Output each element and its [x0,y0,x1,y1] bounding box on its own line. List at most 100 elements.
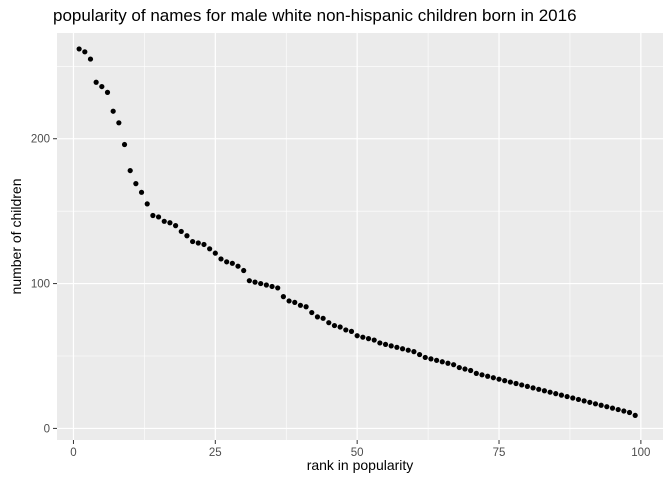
x-tick-label: 25 [209,447,222,459]
y-axis: 0 100 200 [31,134,57,435]
grid-major-lines [57,33,663,440]
y-tick-label: 200 [31,134,50,146]
data-point [553,391,559,397]
data-point [337,324,343,330]
x-tick-label: 75 [493,447,506,459]
data-point [172,223,179,229]
data-point [303,304,309,310]
data-point [167,220,173,226]
data-point [575,396,582,403]
data-point [235,263,241,269]
data-point [377,340,383,346]
data-point [422,354,428,361]
data-point [207,246,213,252]
data-point [201,241,207,248]
y-axis-label: number of children [8,179,24,295]
data-point [519,382,525,388]
data-point [82,49,88,55]
data-point [121,141,128,148]
data-point [184,233,190,239]
data-point [269,283,275,290]
data-point [609,405,616,411]
chart-title: popularity of names for male white non-h… [53,6,577,25]
data-point [195,240,201,246]
y-tick-label: 100 [31,279,50,291]
data-point [343,327,349,333]
data-point [309,309,315,316]
x-axis-label: rank in popularity [307,457,414,473]
data-point [473,370,479,376]
data-point [394,344,400,350]
data-point [456,364,462,371]
data-point [87,56,94,62]
data-point [178,228,184,235]
data-point [229,260,235,266]
data-point [76,46,82,52]
data-point [246,278,252,284]
data-point [399,346,406,352]
data-point [144,201,150,207]
data-point [615,406,621,413]
data-point [241,267,247,274]
data-point [416,351,423,358]
data-point [320,315,326,321]
data-point [490,375,496,381]
plot-panel [57,33,663,440]
data-point [326,320,332,326]
data-point [411,349,417,355]
data-point [451,362,457,368]
data-point [468,367,474,374]
y-tick-label: 0 [44,423,50,435]
data-point [292,299,298,306]
data-point [104,89,111,95]
data-point [485,373,491,379]
data-point [127,167,133,174]
data-point [155,214,162,220]
data-point [502,378,508,384]
grid-minor-lines [57,33,663,440]
data-point [331,322,338,329]
data-point [388,343,394,349]
data-point [99,83,105,90]
data-point [434,357,440,363]
data-point [297,302,304,308]
data-point [275,285,281,291]
data-point [405,347,411,353]
data-point [496,376,502,382]
data-point [263,282,269,288]
x-tick-label: 0 [70,447,76,459]
data-point [190,238,196,245]
data-point [116,120,122,126]
data-point [258,280,264,287]
data-point [536,386,542,392]
x-tick-label: 50 [351,447,364,459]
x-axis: 0 25 50 75 100 [70,440,650,459]
data-point [371,337,377,343]
data-point [626,409,633,416]
data-point [354,333,360,339]
data-point [604,404,610,410]
data-point [365,336,372,342]
data-point [541,388,548,394]
data-point [224,259,230,265]
data-point [110,108,116,114]
data-point [632,412,638,418]
data-point [161,218,167,224]
data-point [382,341,389,348]
data-point [621,408,627,414]
data-point [524,383,530,390]
data-point [348,328,355,334]
data-point [138,189,145,195]
data-points [76,46,638,418]
data-point [93,79,99,85]
data-point [564,393,570,400]
data-point [592,401,599,407]
data-point [212,250,218,256]
data-point [581,398,587,404]
data-point [587,399,593,405]
data-point [360,334,366,340]
data-point [558,392,565,398]
data-point [252,279,258,285]
data-point [445,360,451,366]
